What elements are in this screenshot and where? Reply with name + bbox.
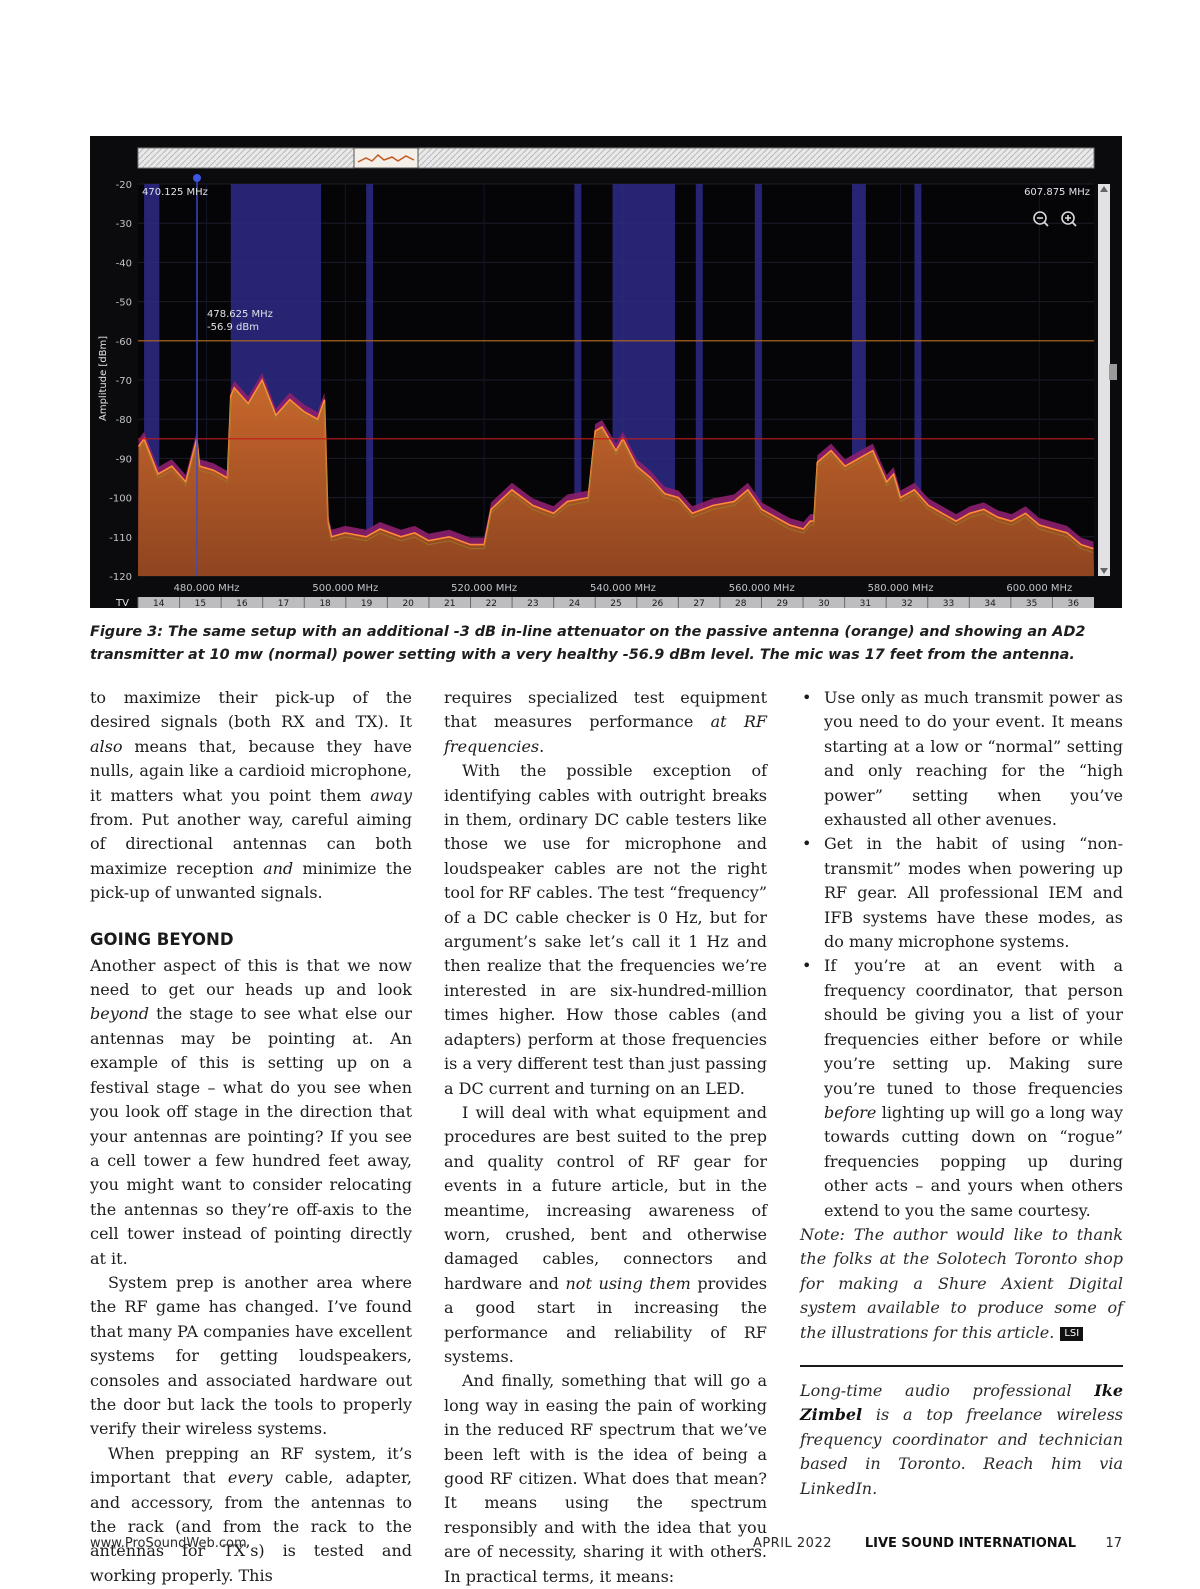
tv-channel-label: 14 [153,599,165,608]
x-tick-label: 580.000 MHz [868,583,934,594]
y-tick-label: -90 [116,454,132,465]
y-tick-label: -110 [109,533,132,544]
zoom-in-icon[interactable] [1061,211,1077,227]
page-footer: www.ProSoundWeb.com APRIL 2022 LIVE SOUN… [90,1536,1122,1556]
tv-channel-label: 16 [236,599,248,608]
figure-caption: Figure 3: The same setup with an additio… [90,624,1086,663]
tv-channel-label: 36 [1067,599,1079,608]
list-item: Get in the habit of using “non-transmit”… [800,832,1123,954]
author-note: Note: The author would like to thank the… [800,1224,1123,1342]
occupied-band [574,184,582,576]
occupied-band [754,184,762,576]
occupied-band [914,184,922,576]
page-number: 17 [1105,1536,1122,1551]
overview-strip[interactable] [137,147,1095,169]
lsi-badge: LSI [1060,1326,1084,1341]
y-tick-label: -50 [116,298,132,309]
issue-date: APRIL 2022 [752,1536,832,1551]
marker-level-label: -56.9 dBm [207,322,259,333]
tv-channel-label: 35 [1026,599,1037,608]
y-tick-label: -70 [116,376,132,387]
tv-channel-label: 21 [444,599,455,608]
divider [800,1364,1123,1367]
tv-channel-label: 29 [777,599,789,608]
y-tick-label: -60 [116,337,132,348]
paragraph: And finally, something that will go a lo… [444,1371,767,1586]
x-tick-label: 540.000 MHz [590,583,656,594]
secondary-trace [138,382,1094,554]
magazine-name: LIVE SOUND INTERNATIONAL [864,1536,1076,1551]
y-tick-label: -40 [116,258,132,269]
tv-channel-label: 25 [610,599,621,608]
column-2: requires specialized test equipment that… [444,686,767,1589]
paragraph: I will deal with what equipment and proc… [444,1102,768,1366]
y-tick-label: -20 [116,180,132,191]
scroll-grip[interactable] [1109,364,1117,380]
spectrum-figure: -20 -30 -40 -50 -60 -70 -80 -90 -100 -110 -120 480.… [90,136,1122,608]
paragraph: With the possible exception of identifyi… [444,761,768,1098]
paragraph: requires specialized test equipment that… [444,688,767,756]
occupied-band [695,184,703,576]
tv-channel-label: 17 [278,599,289,608]
y-tick-label: -30 [116,219,132,230]
y-tick-label: -80 [116,415,132,426]
y-axis-label: Amplitude [dBm] [98,336,109,421]
freq-left-label: 470.125 MHz [142,187,208,198]
zoom-out-icon[interactable] [1033,211,1049,227]
occupied-band [366,184,374,576]
tv-channel-label: 27 [693,599,704,608]
paragraph: When prepping an RF system, it’s importa… [90,1443,412,1585]
tv-channel-label: 23 [527,599,538,608]
website-url: www.ProSoundWeb.com [90,1536,247,1551]
column-1: to maximize their pick-up of the desired… [90,686,412,1588]
spectrum-chart: -20 -30 -40 -50 -60 -70 -80 -90 -100 -110 -120 480.… [90,136,1122,608]
paragraph: System prep is another area where the RF… [90,1272,412,1439]
x-tick-label: 600.000 MHz [1006,583,1072,594]
tv-channel-label: 20 [402,599,414,608]
tv-channel-label: 24 [569,599,581,608]
vertical-scrollbar[interactable] [1098,184,1110,576]
tv-channel-label: 18 [319,599,331,608]
list-item: If you’re at an event with a frequency c… [800,954,1123,1222]
tv-channel-label: 34 [984,599,996,608]
paragraph: to maximize their pick-up of the desired… [90,688,412,903]
section-heading: GOING BEYOND [90,929,234,949]
x-tick-label: 560.000 MHz [729,583,795,594]
overview-window[interactable] [353,147,419,169]
x-tick-label: 480.000 MHz [174,583,240,594]
tv-label: TV [115,598,129,608]
tv-channel-label: 26 [652,599,664,608]
tv-channel-label: 33 [943,599,954,608]
tv-channel-label: 22 [486,599,497,608]
marker-freq-label: 478.625 MHz [207,309,273,320]
author-bio: Long-time audio professional Ike Zimbel … [800,1380,1123,1498]
tv-channel-label: 28 [735,599,747,608]
tv-channel-label: 30 [818,599,830,608]
tv-channel-label: 32 [901,599,912,608]
paragraph: Another aspect of this is that we now ne… [90,955,412,1268]
spectrum-area [138,380,1094,576]
tv-channel-label: 19 [361,599,373,608]
spectrum-trace [137,378,1094,550]
tv-channel-label: 15 [195,599,206,608]
x-tick-label: 500.000 MHz [312,583,378,594]
marker-handle [192,174,201,182]
column-3: Use only as much transmit power as you n… [800,686,1123,1501]
tv-channel-label: 31 [860,599,871,608]
y-tick-label: -100 [109,494,132,505]
x-tick-label: 520.000 MHz [451,583,517,594]
freq-right-label: 607.875 MHz [1024,187,1090,198]
list-item: Use only as much transmit power as you n… [800,686,1123,832]
bullet-list: Use only as much transmit power as you n… [800,686,1123,1223]
y-tick-label: -120 [109,572,132,583]
